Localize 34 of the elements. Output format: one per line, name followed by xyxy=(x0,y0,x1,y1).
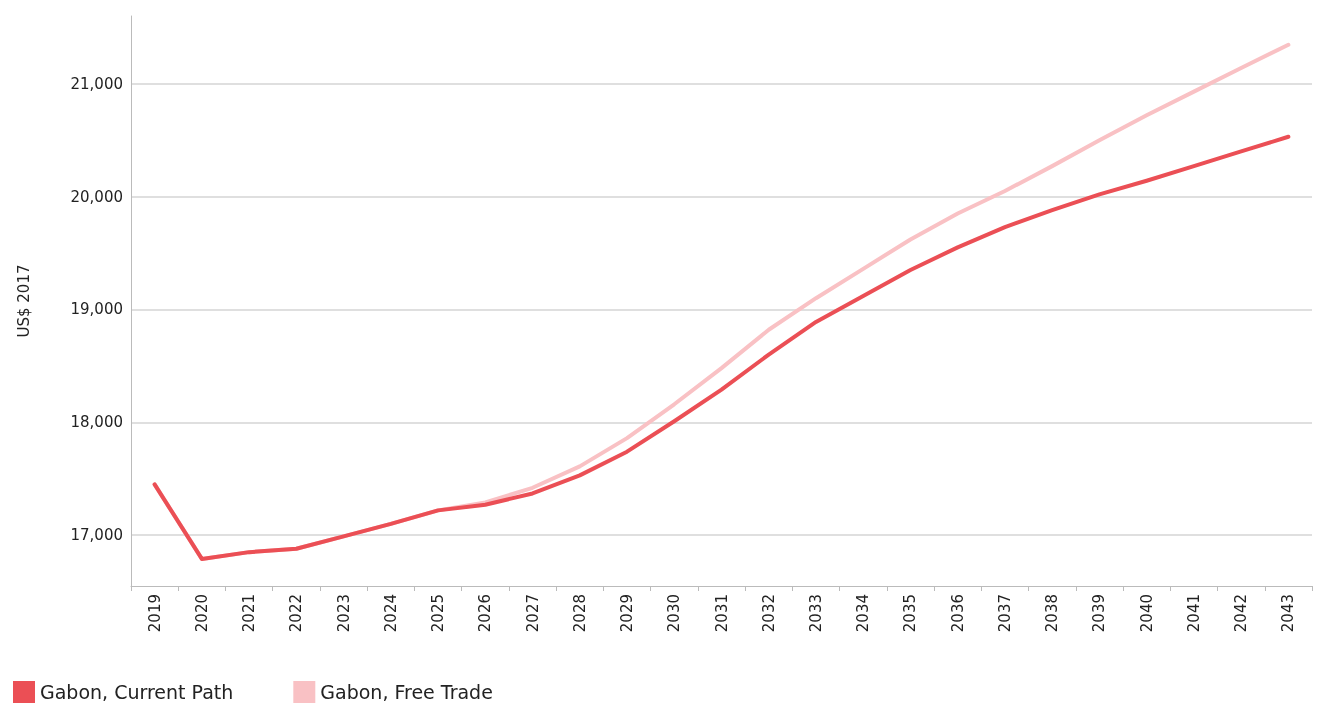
x-tick-label: 2043 xyxy=(1279,594,1298,633)
x-tick-label: 2019 xyxy=(145,594,164,633)
x-tick-label: 2036 xyxy=(948,594,967,633)
y-axis-title: US$ 2017 xyxy=(14,264,33,338)
y-tick-label: 19,000 xyxy=(70,300,123,319)
x-tick-label: 2034 xyxy=(854,594,873,633)
x-tick-label: 2021 xyxy=(240,594,259,633)
x-tick-label: 2031 xyxy=(712,594,731,633)
x-tick-label: 2029 xyxy=(618,594,637,633)
legend-label: Gabon, Current Path xyxy=(40,681,234,703)
x-tick-label: 2027 xyxy=(523,594,542,633)
y-tick-label: 17,000 xyxy=(70,526,123,545)
x-tick-label: 2023 xyxy=(334,594,353,633)
x-tick-label: 2037 xyxy=(995,594,1014,633)
x-tick-label: 2039 xyxy=(1090,594,1109,633)
x-tick-label: 2040 xyxy=(1137,594,1156,633)
y-tick-label: 21,000 xyxy=(70,74,123,93)
x-tick-label: 2038 xyxy=(1043,594,1062,633)
y-tick-label: 18,000 xyxy=(70,413,123,432)
x-tick-label: 2030 xyxy=(665,594,684,633)
x-tick-label: 2024 xyxy=(381,594,400,633)
x-tick-label: 2022 xyxy=(287,594,306,633)
x-tick-label: 2025 xyxy=(429,594,448,633)
x-tick-label: 2020 xyxy=(192,594,211,633)
x-tick-label: 2035 xyxy=(901,594,920,633)
x-tick-label: 2032 xyxy=(759,594,778,633)
legend-label: Gabon, Free Trade xyxy=(320,681,493,703)
y-tick-label: 20,000 xyxy=(70,187,123,206)
line-series xyxy=(152,134,1291,561)
x-tick-label: 2041 xyxy=(1184,594,1203,633)
x-tick-label: 2028 xyxy=(570,594,589,633)
x-tick-label: 2026 xyxy=(476,594,495,633)
x-tick-label: 2033 xyxy=(806,594,825,633)
x-tick-label: 2042 xyxy=(1232,594,1251,633)
